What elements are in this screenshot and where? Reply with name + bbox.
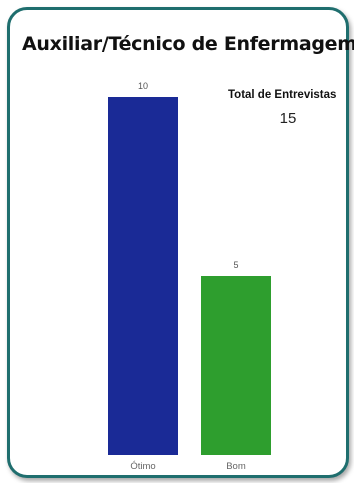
kpi-label: Total de Entrevistas [228,89,337,101]
kpi-value: 15 [279,110,297,127]
chart-title: Auxiliar/Técnico de Enfermagem [22,33,354,55]
category-label: Bom [226,461,246,472]
category-label: Ótimo [130,461,155,472]
data-label: 5 [233,260,238,270]
data-label: 10 [138,81,148,91]
bar-bom [201,276,271,455]
bar-ótimo [108,97,178,455]
